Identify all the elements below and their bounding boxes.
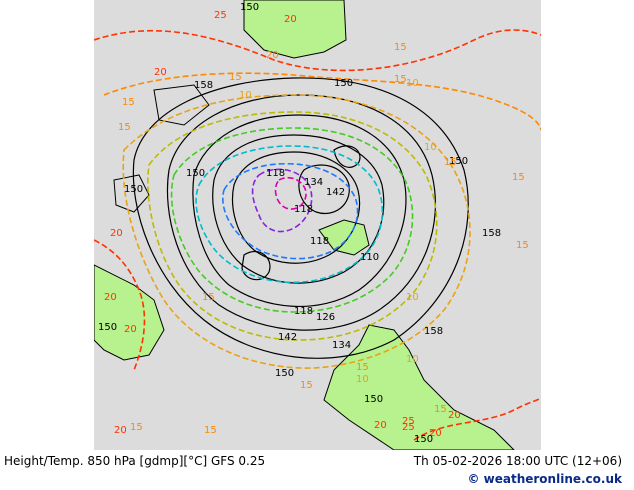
- contour-label: 158: [194, 80, 213, 91]
- contour-label: 20: [154, 67, 167, 78]
- contour-label: 150: [334, 78, 353, 89]
- contour-label: 10: [406, 354, 419, 365]
- contour-label: 10: [406, 292, 419, 303]
- contour-label: 150: [186, 168, 205, 179]
- weather-map: 25 20 150 20 15 15 20 158 15 150 15 10 10 15 15 150 150 1…: [94, 0, 541, 450]
- contour-label: 20: [266, 50, 279, 61]
- contour-label: 15: [300, 380, 313, 391]
- contour-label: 15: [130, 422, 143, 433]
- contour-label: 20: [114, 425, 127, 436]
- isotherm-15: [103, 72, 541, 131]
- contour-label: 10: [356, 374, 369, 385]
- contour-label: 10: [239, 90, 252, 101]
- contour-label: 15: [229, 72, 242, 83]
- contour-label: 10: [424, 142, 437, 153]
- contour-label: 15: [394, 74, 407, 85]
- contour-label: 15: [394, 42, 407, 53]
- contour-label: 118: [294, 204, 313, 215]
- contour-label: 10: [406, 78, 419, 89]
- contour-label: 15: [122, 97, 135, 108]
- height-contour-134: [192, 114, 407, 308]
- contour-label: 150: [98, 322, 117, 333]
- height-contour-126: [212, 134, 385, 284]
- land-mass-west: [94, 264, 165, 361]
- height-contour-110: [298, 164, 350, 214]
- contour-label: 15: [204, 425, 217, 436]
- island-west: [113, 174, 150, 213]
- contour-label: 110: [360, 252, 379, 263]
- isotherm-5: [147, 111, 438, 341]
- isotherm-10: [122, 94, 471, 369]
- island-northwest: [153, 84, 210, 126]
- contour-label: 15: [516, 240, 529, 251]
- contour-label: 150: [449, 156, 468, 167]
- contour-label: 150: [414, 434, 433, 445]
- valid-time: Th 05-02-2026 18:00 UTC (12+06): [413, 454, 622, 468]
- contour-label: 142: [326, 187, 345, 198]
- height-contour-low-2: [333, 145, 361, 168]
- contour-label: 15: [444, 157, 457, 168]
- contour-label: 15: [434, 404, 447, 415]
- contour-label: 20: [374, 420, 387, 431]
- contour-label: 20: [110, 228, 123, 239]
- isotherm-minus25: [274, 176, 307, 210]
- contour-label: 25: [402, 422, 415, 433]
- source-credit: © weatheronline.co.uk: [467, 472, 622, 486]
- contour-label: 134: [332, 340, 351, 351]
- contour-label: 20: [104, 292, 117, 303]
- isotherm-20: [94, 29, 541, 72]
- temperature-isotherms: [94, 29, 541, 441]
- contour-label: 118: [266, 168, 285, 179]
- contour-label: 134: [304, 177, 323, 188]
- contour-label: 15: [356, 362, 369, 373]
- contour-label: 142: [278, 332, 297, 343]
- contour-label: 20: [448, 410, 461, 421]
- isotherm-20-west: [94, 239, 146, 371]
- height-contours: [132, 77, 469, 359]
- height-contour-150: [132, 77, 469, 359]
- height-contour-low: [241, 250, 271, 281]
- isotherm-minus10: [222, 162, 359, 260]
- contour-label: 25: [214, 10, 227, 21]
- land-mass-north: [243, 0, 347, 59]
- isotherm-minus15: [251, 168, 313, 233]
- contour-label: 20: [429, 428, 442, 439]
- contour-label: 118: [294, 306, 313, 317]
- isotherm-0: [170, 127, 414, 313]
- contour-label: 20: [124, 324, 137, 335]
- contour-label: 158: [482, 228, 501, 239]
- height-contour-142: [166, 94, 436, 331]
- contour-label: 25: [402, 416, 415, 427]
- contour-label: 126: [316, 312, 335, 323]
- contour-label: 158: [424, 326, 443, 337]
- contour-label: 20: [284, 14, 297, 25]
- contour-label: 150: [124, 184, 143, 195]
- contour-label: 15: [512, 172, 525, 183]
- contour-label: 15: [118, 122, 131, 133]
- contour-label: 150: [275, 368, 294, 379]
- contour-label: 15: [202, 292, 215, 303]
- chart-title: Height/Temp. 850 hPa [gdmp][°C] GFS 0.25: [4, 454, 266, 468]
- contour-label: 150: [364, 394, 383, 405]
- isotherm-20-south: [413, 397, 541, 441]
- contour-label: 118: [310, 236, 329, 247]
- contour-label: 150: [240, 2, 259, 13]
